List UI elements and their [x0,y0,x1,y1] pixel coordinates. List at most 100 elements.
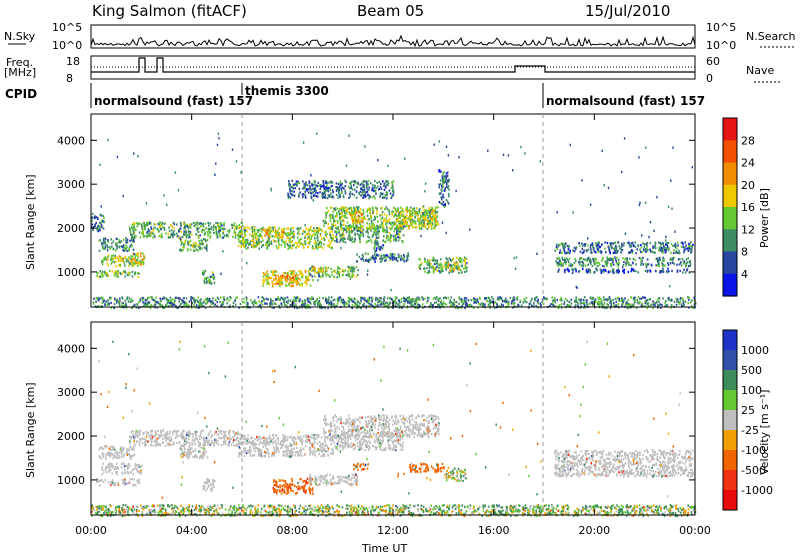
range-cell [428,267,431,270]
range-cell [567,245,570,248]
range-cell [101,226,103,229]
range-cell [546,298,548,301]
range-cell [385,217,387,220]
range-cell [372,222,375,225]
range-cell [302,305,305,308]
range-cell [103,299,105,302]
range-cell [448,301,451,304]
range-cell [424,217,427,220]
range-cell [473,299,476,303]
range-cell [235,297,237,300]
range-cell [313,227,315,230]
range-cell [317,192,319,195]
range-cell [573,250,576,253]
range-cell [172,221,175,224]
range-cell [392,191,395,194]
range-cell [428,262,431,265]
range-cell [273,235,276,238]
range-cell [311,182,313,185]
range-cell [246,242,249,245]
range-cell [355,266,358,269]
range-cell [204,270,207,273]
range-cell [615,271,618,274]
range-cell [141,224,143,227]
range-cell [355,196,358,199]
range-cell [434,208,436,211]
range-cell [304,306,307,309]
range-cell [678,252,681,255]
range-cell [314,299,317,302]
range-cell [623,241,625,245]
range-cell [370,229,372,232]
range-cell [366,182,368,185]
range-cell [631,251,634,254]
range-cell [491,300,493,303]
range-cell [436,259,439,262]
range-cell [432,216,434,219]
range-cell [417,214,419,217]
range-cell [207,300,209,303]
range-cell [632,244,635,248]
range-cell [325,274,327,277]
range-cell [263,299,265,302]
range-cell [391,258,394,261]
range-cell [397,233,399,236]
range-cell [255,302,258,305]
range-cell [433,227,436,230]
range-cell [101,259,103,262]
range-cell [583,301,586,304]
range-cell [553,299,555,302]
range-cell [245,296,248,299]
range-cell [130,255,132,258]
range-cell [650,264,653,267]
freq-label: Freq. [6,56,33,69]
range-cell [259,304,262,307]
range-cell [113,261,116,264]
range-cell [106,262,108,265]
range-cell [297,277,299,280]
range-cell [229,296,231,299]
range-cell [197,249,199,252]
range-cell [133,272,136,275]
range-cell [190,306,193,309]
range-cell [266,282,268,285]
range-cell [338,231,340,234]
range-cell [253,299,256,302]
range-cell [293,183,296,186]
range-cell [643,246,646,249]
range-cell [627,270,630,274]
range-cell [602,264,604,267]
range-cell [599,302,602,305]
range-cell [426,296,429,299]
range-cell [595,263,597,266]
range-cell [533,302,535,305]
range-cell [389,302,391,305]
range-cell [170,302,173,305]
range-cell [219,225,221,229]
range-cell [272,230,274,233]
range-cell [95,300,97,303]
range-cell [262,239,264,242]
range-cell [372,189,374,192]
range-cell [104,303,106,306]
range-cell [418,219,420,222]
range-cell [400,257,403,260]
range-cell [559,261,562,264]
range-cell [520,304,523,307]
range-cell [665,299,667,303]
range-cell [519,299,522,302]
range-cell [227,235,229,238]
range-cell [323,222,326,225]
range-cell [333,223,335,226]
range-cell [378,229,381,233]
range-cell [311,187,314,190]
range-cell [591,242,594,245]
range-cell [399,230,402,233]
range-cell [667,241,670,244]
range-cell [128,247,130,250]
range-cell [236,296,238,299]
range-cell [431,219,434,223]
range-cell [366,209,369,212]
range-cell [456,266,459,269]
range-cell [251,230,254,233]
